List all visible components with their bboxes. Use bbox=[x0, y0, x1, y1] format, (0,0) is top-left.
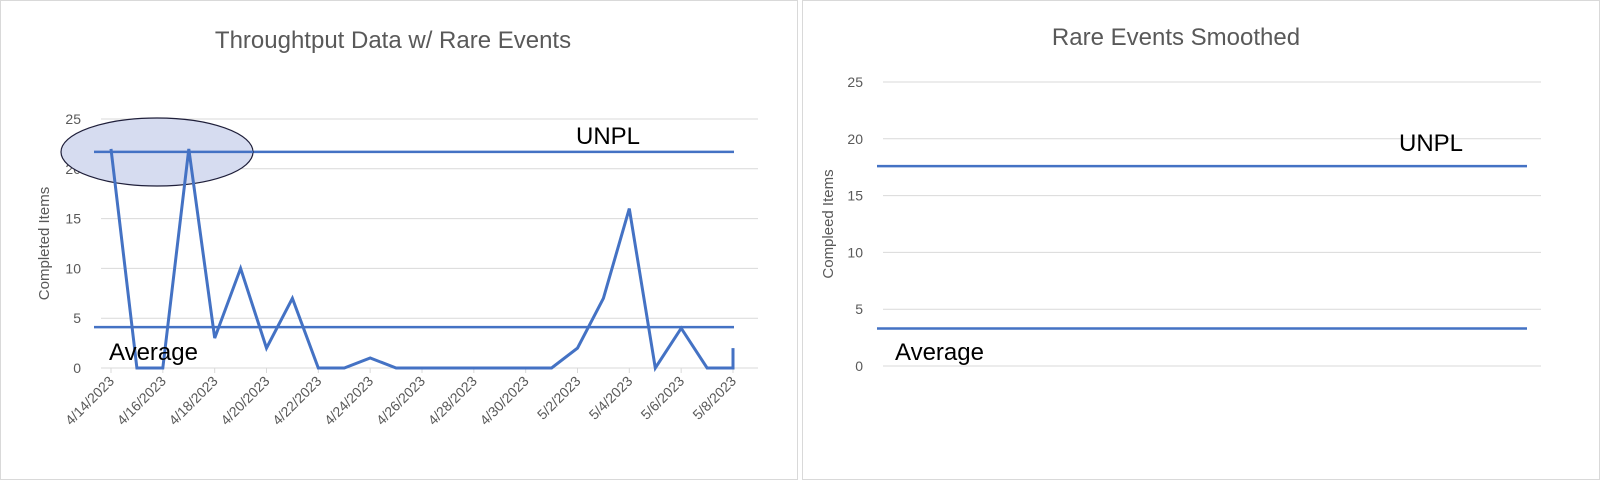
x-tick-label: 4/20/2023 bbox=[217, 373, 273, 429]
y-tick-label: 5 bbox=[73, 310, 81, 326]
x-tick-label: 4/14/2023 bbox=[62, 373, 118, 429]
y-tick-label: 0 bbox=[73, 360, 81, 376]
x-tick-label: 4/30/2023 bbox=[476, 373, 532, 429]
x-tick-label: 4/24/2023 bbox=[321, 373, 377, 429]
chart-title: Rare Events Smoothed bbox=[1052, 24, 1300, 51]
x-tick-label: 5/6/2023 bbox=[637, 373, 687, 423]
average-label: Average bbox=[895, 339, 984, 366]
x-tick-label: 4/18/2023 bbox=[165, 373, 221, 429]
y-tick-label: 25 bbox=[65, 111, 81, 127]
y-tick-label: 5 bbox=[855, 301, 863, 317]
x-tick-label: 4/16/2023 bbox=[114, 373, 170, 429]
y-tick-label: 15 bbox=[847, 188, 863, 204]
y-axis-title: Compleed Items bbox=[820, 169, 837, 278]
x-tick-label: 4/28/2023 bbox=[425, 373, 481, 429]
y-tick-label: 15 bbox=[65, 211, 81, 227]
average-label: Average bbox=[109, 339, 198, 366]
x-tick-label: 4/26/2023 bbox=[373, 373, 429, 429]
y-tick-label: 20 bbox=[847, 131, 863, 147]
series-line bbox=[109, 148, 735, 373]
x-tick-label: 5/8/2023 bbox=[689, 373, 739, 423]
chart-panel-smoothed: Rare Events Smoothed 0 5 10 15 20 25 Compleed I… bbox=[802, 0, 1600, 480]
y-tick-label: 25 bbox=[847, 74, 863, 90]
y-tick-label: 0 bbox=[855, 358, 863, 374]
unpl-label: UNPL bbox=[1399, 130, 1463, 157]
y-tick-label: 10 bbox=[847, 244, 863, 260]
x-tick-label: 5/2/2023 bbox=[534, 373, 584, 423]
chart-title: Throughtput Data w/ Rare Events bbox=[215, 27, 571, 54]
x-tick-label: 5/4/2023 bbox=[586, 373, 636, 423]
y-tick-label: 10 bbox=[65, 260, 81, 276]
unpl-label: UNPL bbox=[576, 123, 640, 150]
chart-panel-throughput: Throughtput Data w/ Rare Events051015202… bbox=[0, 0, 798, 480]
x-tick-label: 4/22/2023 bbox=[269, 373, 325, 429]
smoothed-chart: Rare Events Smoothed 0 5 10 15 20 25 Compleed I… bbox=[820, 24, 1541, 374]
y-axis-title: Completed Items bbox=[36, 187, 53, 300]
throughput-chart: Throughtput Data w/ Rare Events051015202… bbox=[36, 27, 758, 429]
